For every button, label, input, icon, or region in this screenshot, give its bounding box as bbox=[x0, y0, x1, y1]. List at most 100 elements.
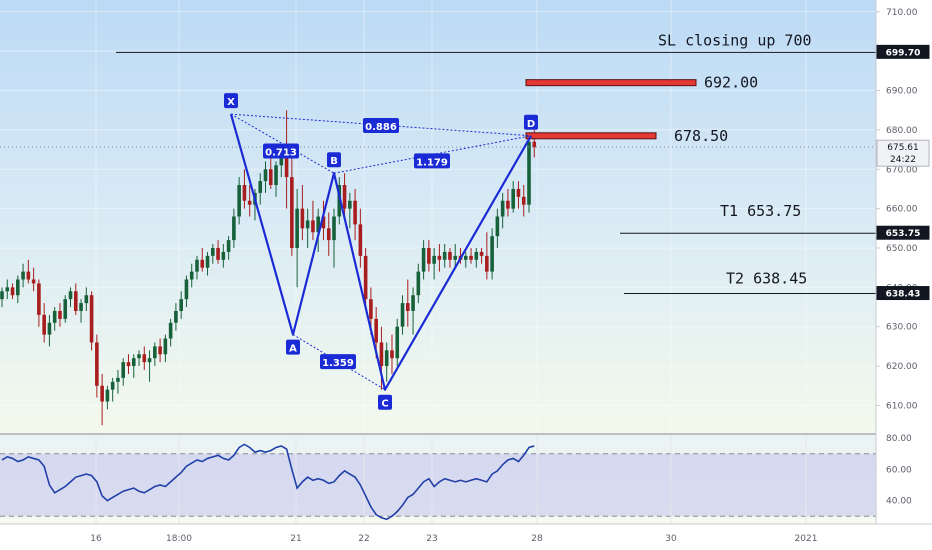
point-marker-a bbox=[286, 339, 300, 355]
candle-body-68 bbox=[358, 224, 363, 256]
time-tick-label-0: 16 bbox=[90, 534, 102, 544]
time-axis[interactable]: 16 18:00 21 22 23 28 30 2021 bbox=[0, 523, 932, 550]
candle-body-41 bbox=[216, 247, 220, 260]
candle-body-54 bbox=[284, 153, 289, 178]
countdown-tag: 24:22 bbox=[890, 155, 916, 165]
candle-body-94 bbox=[495, 216, 500, 237]
price-tick-label-5: 660.00 bbox=[886, 205, 918, 215]
candle-body-34 bbox=[179, 299, 183, 311]
ratio-label-xb: 0.713 bbox=[265, 148, 297, 159]
zone-high-bar bbox=[525, 79, 697, 87]
candle-body-81 bbox=[427, 247, 431, 264]
time-tick-label-6: 30 bbox=[665, 534, 677, 544]
candle-body-15 bbox=[79, 303, 83, 311]
candle-body-100 bbox=[527, 141, 531, 205]
t1-label: T1 653.75 bbox=[720, 202, 801, 220]
rsi-tick-label-0: 40.00 bbox=[886, 497, 912, 507]
ratio-box-bd bbox=[414, 153, 450, 169]
candle-body-35 bbox=[184, 279, 189, 300]
candle-body-37 bbox=[195, 259, 199, 272]
price-axis-background bbox=[876, 0, 932, 524]
candle-body-63 bbox=[332, 216, 336, 241]
time-tick-label-7: 2021 bbox=[795, 534, 818, 544]
candle-body-6 bbox=[31, 279, 36, 284]
current-price-box bbox=[876, 139, 930, 167]
candle-body-65 bbox=[342, 185, 347, 209]
candle-body-71 bbox=[374, 318, 378, 343]
candle-body-57 bbox=[300, 208, 305, 229]
candle-body-26 bbox=[137, 354, 141, 359]
candle-body-38 bbox=[200, 259, 205, 268]
candle-body-7 bbox=[37, 283, 41, 315]
rsi-tick-label-2: 80.00 bbox=[886, 434, 912, 444]
candle-body-24 bbox=[126, 362, 131, 367]
candle-body-84 bbox=[442, 251, 447, 260]
candle-body-16 bbox=[84, 295, 89, 304]
candle-body-23 bbox=[121, 362, 126, 378]
candle-body-50 bbox=[263, 169, 268, 182]
rsi-line bbox=[1, 443, 535, 521]
candle-body-5 bbox=[26, 271, 31, 280]
price-axis[interactable]: 610.00620.00630.00640.00650.00660.00670.… bbox=[875, 0, 932, 524]
candle-body-76 bbox=[400, 303, 405, 327]
point-label-d: D bbox=[527, 119, 535, 130]
time-tick-label-4: 23 bbox=[426, 534, 437, 544]
candle-body-14 bbox=[73, 291, 78, 311]
candle-body-91 bbox=[479, 251, 484, 256]
candle-body-73 bbox=[384, 350, 389, 367]
candle-body-44 bbox=[232, 216, 236, 241]
t2-price-tag: 638.43 bbox=[886, 290, 921, 300]
t1-price-tag-box bbox=[876, 225, 930, 240]
candle-body-64 bbox=[337, 185, 342, 217]
candle-body-56 bbox=[295, 208, 299, 248]
candle-body-25 bbox=[131, 358, 136, 367]
candle-body-58 bbox=[305, 220, 310, 229]
point-label-c: C bbox=[381, 399, 388, 410]
time-tick-label-1: 18:00 bbox=[166, 534, 192, 544]
t2-price-tag-box bbox=[876, 286, 930, 301]
candle-body-80 bbox=[421, 247, 426, 272]
candle-body-67 bbox=[353, 200, 357, 225]
rsi-tick-label-1: 60.00 bbox=[886, 465, 912, 475]
price-tick-label-6: 670.00 bbox=[886, 165, 918, 175]
candle-body-19 bbox=[100, 385, 104, 402]
candle-body-0 bbox=[0, 291, 4, 300]
harmonic-pattern: X A B C D 0.713 1.359 1.179 0.886 bbox=[224, 93, 538, 410]
time-axis-background bbox=[0, 524, 932, 550]
ratio-box-xb bbox=[263, 143, 299, 159]
candle-body-43 bbox=[226, 240, 231, 252]
sl-price-tag-box bbox=[876, 44, 930, 59]
candle-body-79 bbox=[416, 271, 421, 296]
pattern-legs bbox=[229, 113, 532, 391]
ratio-label-ac: 1.359 bbox=[322, 358, 354, 369]
candle-body-21 bbox=[110, 381, 115, 390]
rsi-vertical-gridlines bbox=[95, 435, 807, 524]
candle-body-10 bbox=[52, 310, 57, 323]
price-tick-label-7: 680.00 bbox=[886, 126, 918, 136]
candle-body-83 bbox=[437, 255, 442, 260]
t1-price-tag: 653.75 bbox=[886, 229, 921, 239]
candle-body-30 bbox=[158, 346, 162, 355]
candle-body-12 bbox=[63, 299, 68, 319]
time-axis-ticks: 16 18:00 21 22 23 28 30 2021 bbox=[90, 534, 817, 544]
zone-low-bar bbox=[525, 132, 657, 140]
candle-body-8 bbox=[42, 314, 46, 335]
candle-body-17 bbox=[89, 295, 94, 343]
candle-body-52 bbox=[274, 165, 278, 186]
candle-body-99 bbox=[521, 196, 526, 205]
point-marker-b bbox=[327, 152, 341, 168]
price-tick-label-10: 710.00 bbox=[886, 8, 918, 18]
candle-body-70 bbox=[369, 299, 373, 319]
candle-body-77 bbox=[405, 303, 410, 311]
point-marker-d bbox=[524, 114, 538, 130]
zone-high-label: 692.00 bbox=[704, 74, 758, 92]
candle-body-45 bbox=[237, 185, 241, 217]
candle-body-97 bbox=[511, 188, 515, 209]
candle-body-40 bbox=[211, 247, 215, 256]
price-pane[interactable]: SL closing up 700 692.00 678.50 T1 653.75 T2… bbox=[0, 0, 876, 433]
rsi-pane[interactable] bbox=[0, 435, 876, 524]
price-tick-label-1: 620.00 bbox=[886, 362, 918, 372]
point-label-x: X bbox=[227, 97, 235, 108]
ratio-box-xd bbox=[363, 117, 399, 133]
